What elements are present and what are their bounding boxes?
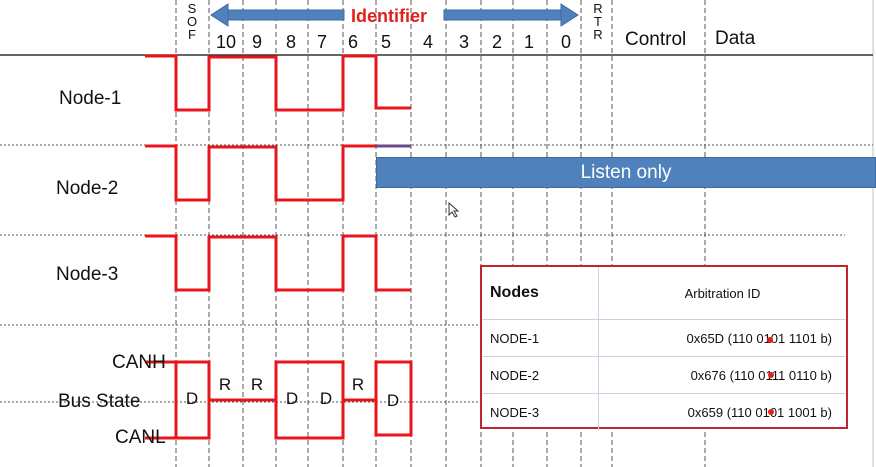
canh-label: CANH (112, 352, 166, 373)
table-cell-id: 0x676 (110 0111 0110 b) (598, 356, 846, 394)
arbitration-table: Nodes Arbitration ID NODE-1 0x65D (110 0… (480, 265, 848, 430)
bit-label-3: 3 (458, 32, 470, 52)
bit-label-0: 0 (560, 32, 572, 52)
table-cell-node: NODE-1 (482, 319, 599, 357)
bit-label-10: 10 (215, 32, 237, 52)
bus-bit-d: D (319, 389, 333, 408)
node-3-label: Node-3 (56, 264, 119, 285)
table-row: NODE-2 0x676 (110 0111 0110 b) (482, 356, 846, 394)
bit-label-1: 1 (523, 32, 535, 52)
canl-label: CANL (115, 427, 166, 448)
mouse-cursor-icon (448, 201, 460, 218)
highlight-dot (768, 409, 774, 415)
bus-bit-d: D (285, 389, 299, 408)
bus-state-label: Bus State (58, 391, 141, 412)
bit-label-4: 4 (422, 32, 434, 52)
table-cell-node: NODE-3 (482, 393, 599, 430)
node-2-waveform (145, 144, 376, 202)
node-1-label: Node-1 (59, 88, 122, 109)
bus-bit-r: R (351, 375, 365, 394)
identifier-arrow (210, 3, 579, 27)
table-header-nodes: Nodes (482, 267, 599, 320)
listen-only-bar: Listen only (376, 157, 876, 188)
table-header-row: Nodes Arbitration ID (482, 267, 846, 320)
bit-label-7: 7 (316, 32, 328, 52)
bus-bit-r: R (250, 375, 264, 394)
bus-state-waveform (145, 360, 413, 440)
table-row: NODE-1 0x65D (110 0101 1101 b) (482, 319, 846, 357)
bit-label-2: 2 (491, 32, 503, 52)
data-label: Data (715, 28, 756, 49)
table-cell-id: 0x659 (110 0101 1001 b) (687, 404, 832, 420)
node-1-waveform (145, 54, 411, 112)
identifier-label: Identifier (351, 6, 428, 26)
bit-boundaries (175, 0, 706, 467)
bit-label-8: 8 (285, 32, 297, 52)
table-row: NODE-3 0x659 (110 0101 1001 b) (482, 393, 846, 430)
table-cell-id: 0x65D (110 0101 1101 b) (598, 319, 846, 357)
highlight-dot (768, 372, 774, 378)
bus-bit-r: R (218, 375, 232, 394)
highlight-dot (767, 337, 773, 343)
bus-bit-d: D (386, 391, 400, 410)
table-cell-node: NODE-2 (482, 356, 599, 394)
bus-bit-d: D (185, 389, 199, 408)
node-3-waveform (145, 234, 411, 292)
table-header-arbitration-id: Arbitration ID (598, 267, 846, 320)
bit-label-5: 5 (380, 32, 392, 52)
control-label: Control (625, 29, 687, 50)
node-2-label: Node-2 (56, 178, 119, 199)
bit-label-9: 9 (251, 32, 263, 52)
bit-label-6: 6 (347, 32, 359, 52)
